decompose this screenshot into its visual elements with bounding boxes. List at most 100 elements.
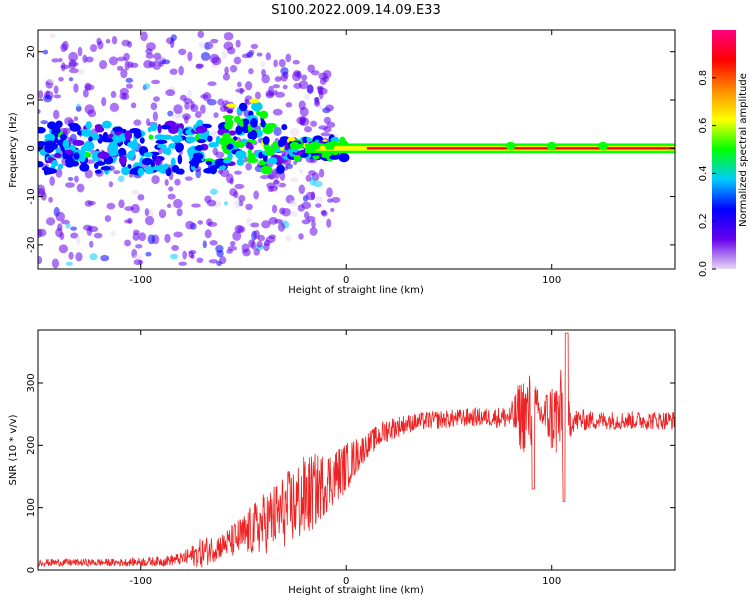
spectrogram-cell [153,52,162,61]
spectrogram-cell [314,97,320,105]
spectrogram-cell [40,120,49,125]
spectrogram-cell [299,168,304,174]
spectrogram-cell [312,154,320,160]
spectrogram-cell [320,132,331,137]
spectrogram-cell [223,41,234,51]
spectrogram-cell [155,139,168,144]
spectrogram-cell [327,198,333,203]
spectrogram-cell [60,64,71,70]
y-tick-label: -20 [26,237,37,253]
spectrogram-cell [306,216,316,222]
spectrogram-cell [137,167,145,176]
spectrogram-cell [195,168,202,179]
spectrogram-cell [82,54,88,64]
spectrogram-cell [89,253,98,261]
spectrogram-cell [130,140,139,147]
spectrogram-cell [43,140,56,148]
spectrogram-cell [47,133,56,142]
spectrogram-cell [187,51,193,62]
spectrogram-cell [221,50,228,60]
spectrogram-cell [143,83,151,90]
spectrogram-cell [177,154,183,165]
spectrogram-cell [185,136,196,143]
spectrogram-cell [280,66,289,76]
spectrogram-cell [89,240,94,248]
spectrogram-cell [225,143,234,150]
spectrogram-cell [145,52,154,59]
spectrogram-cell [93,162,99,169]
spectrogram-cell [209,164,217,175]
spectrogram-cell [299,106,309,117]
spectrogram-cell [38,256,43,265]
spectrogram-cell [131,189,140,196]
spectrogram-cell [190,100,195,110]
spectrogram-cell [259,110,269,119]
spectrogram-cell [245,141,252,149]
y-tick-label: 100 [26,498,37,517]
spectrogram-cell [64,117,74,126]
spectrogram-cell [318,168,325,178]
spectrogram-cell [229,240,236,247]
figure-title: S100.2022.009.14.09.E33 [271,3,440,18]
colorbar-tick-label: 0.0 [698,261,709,277]
spectrogram-cell [64,182,75,188]
spectrogram-cell [272,84,281,89]
spectrogram-cell [46,79,55,84]
spectrogram-cell [173,104,183,114]
spectrogram-cell [208,259,219,264]
spectrogram-cell [84,82,92,91]
spectrogram-cell [70,160,79,167]
spectrogram-cell [260,61,266,68]
spectrogram-cell [272,140,280,149]
spectrogram-cell [258,151,264,159]
spectrogram-cell [256,240,263,248]
spectrogram-cell [236,158,245,166]
spectrogram-cell [223,32,234,41]
spectrogram-cell [320,210,327,216]
spectrogram-cell [125,77,134,83]
spectrogram-cell [226,108,234,114]
spectrogram-cell [248,68,254,75]
spectrogram-cell [160,124,171,130]
spectrogram-cell [130,102,137,109]
spectrogram-cell [69,124,81,132]
spectrogram-cell [244,80,253,91]
spectrogram-cell [87,109,97,118]
spectrogram-cell [222,73,231,81]
x-tick-label: -100 [129,576,152,587]
spectrogram-cell [38,160,44,168]
spectrogram-cell [38,90,44,99]
spectrogram-cell [233,56,242,65]
spectrogram-cell [100,166,112,171]
spectrogram-cell [179,94,188,101]
spectrogram-cell [145,251,152,257]
spectrogram-cell [138,232,147,242]
spectrogram-cell [298,233,304,240]
spectrogram-cell [304,126,312,133]
spectrogram-cell [317,86,324,95]
spectrogram-cell [189,158,200,167]
spectrogram-cell [62,139,70,149]
spectrogram-cell [253,230,260,239]
spectrogram-cell [118,155,127,166]
spectrogram-cell [193,152,204,161]
colorbar: 0.0 0.2 0.4 0.6 0.8 Normalized spectral ampl… [698,30,749,277]
spectrogram-cell [222,114,234,120]
spectrogram-cell [285,102,293,108]
spectrogram-cell [151,79,161,85]
spectrogram-cell [69,144,76,152]
spectrogram-cell [301,74,308,81]
spectrogram-cell [135,244,143,249]
spectrogram-cell [203,41,214,50]
spectrogram-cell [120,68,128,79]
spectrogram-cell [169,68,178,75]
snr-x-ticks: -100 0 100 [129,330,561,587]
spectrogram-cell [241,243,250,253]
spectrogram-cell [232,231,242,241]
spectrogram-cell [281,124,288,131]
spectrogram-cell [70,232,79,239]
x-tick-label: 100 [542,275,561,286]
spectrogram-cell [251,101,263,112]
spectrogram-cell [40,191,47,201]
spectrogram-cell [306,136,311,142]
